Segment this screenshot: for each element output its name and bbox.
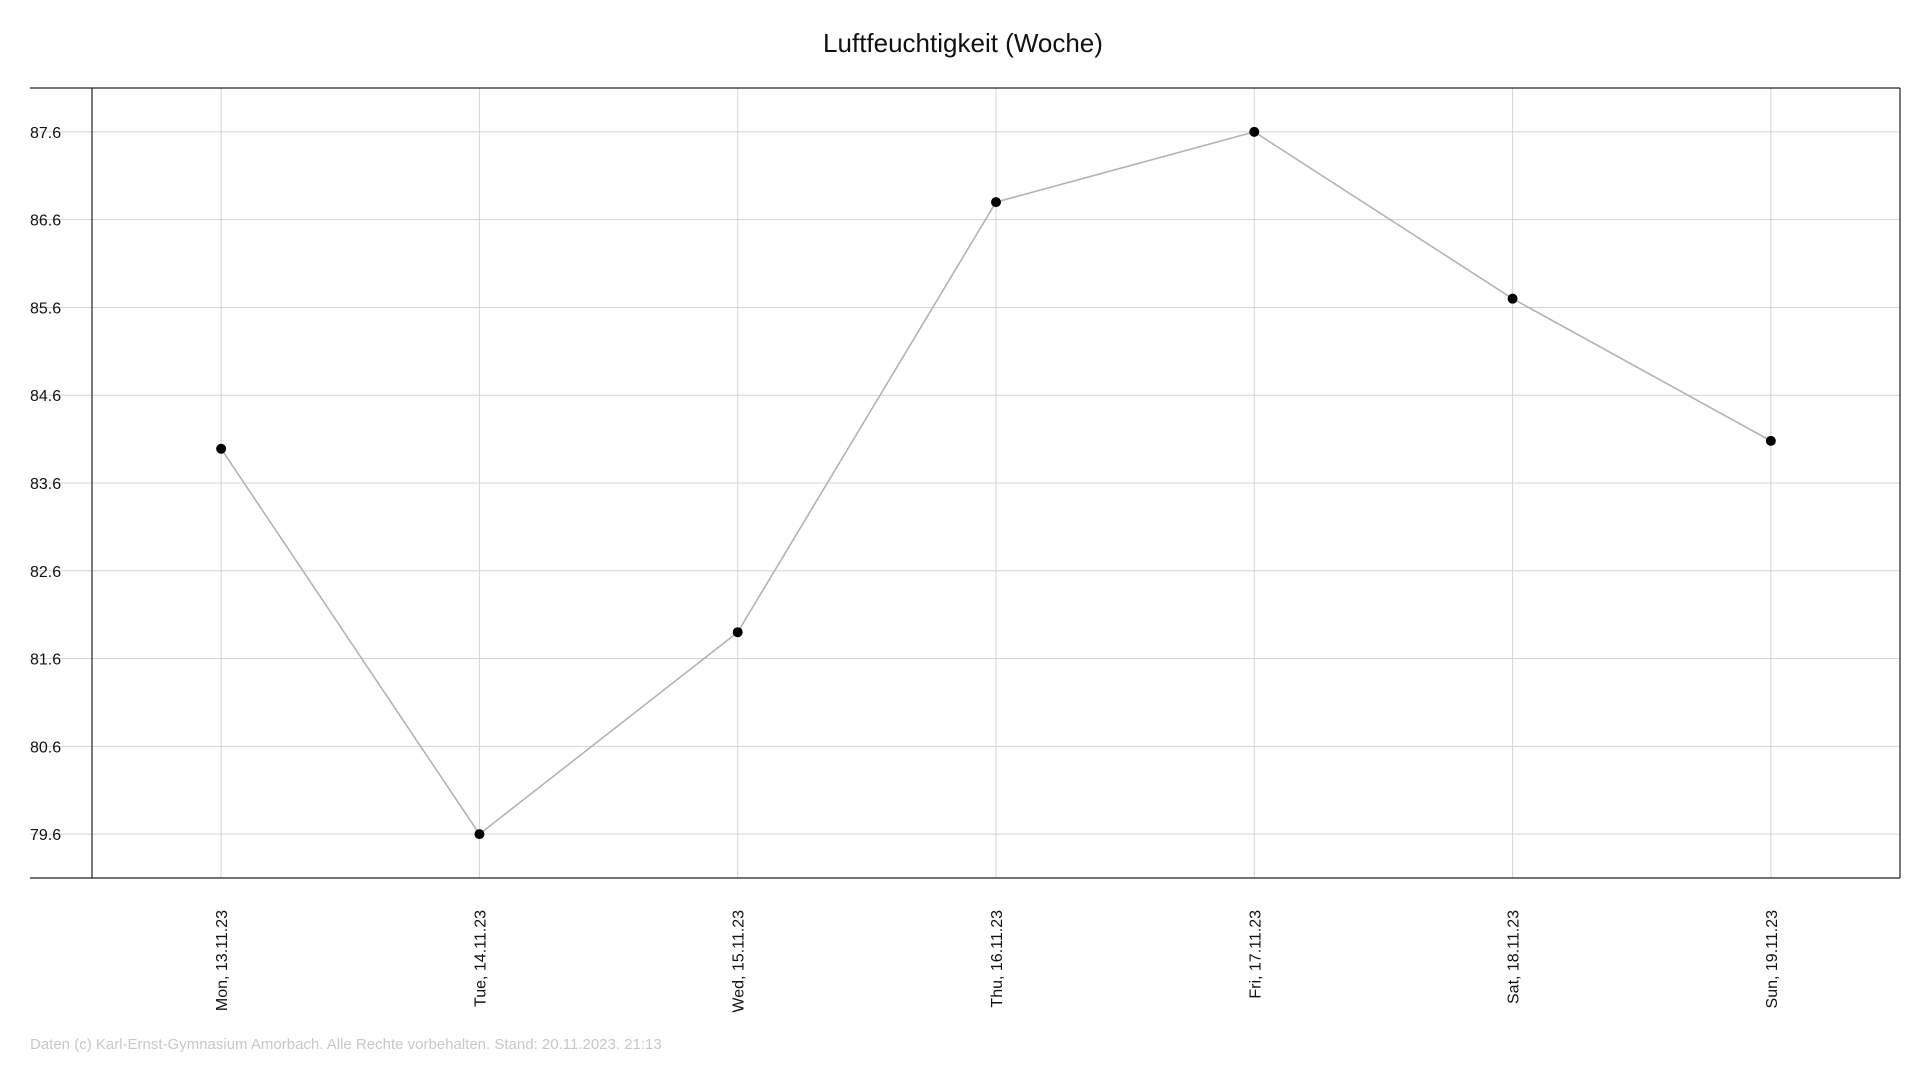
x-tick-label: Thu, 16.11.23 (989, 910, 1006, 1008)
y-tick-label: 79.6 (30, 827, 61, 844)
tick-layer: 79.6 80.6 81.6 82.6 83.6 84.6 85.6 86.6 87.6 Mon,… (30, 125, 1781, 1013)
axis-layer (30, 87, 1901, 879)
x-tick-label: Mon, 13.11.23 (214, 910, 231, 1011)
data-point (474, 829, 485, 840)
y-tick-label: 84.6 (30, 388, 61, 405)
chart-title: Luftfeuchtigkeit (Woche) (823, 28, 1103, 58)
data-point (1249, 126, 1260, 137)
x-tick-label: Sat, 18.11.23 (1506, 910, 1523, 1004)
data-point (216, 443, 227, 454)
y-tick-label: 80.6 (30, 739, 61, 756)
y-tick-label: 81.6 (30, 652, 61, 669)
y-tick-label: 87.6 (30, 125, 61, 142)
y-tick-label: 83.6 (30, 476, 61, 493)
data-point (732, 627, 743, 638)
y-tick-label: 82.6 (30, 564, 61, 581)
x-tick-label: Tue, 14.11.23 (472, 910, 489, 1007)
data-point (1765, 435, 1776, 446)
data-point (1507, 293, 1518, 304)
data-point (991, 197, 1001, 208)
x-tick-label: Wed, 15.11.23 (731, 910, 748, 1013)
series-layer (216, 126, 1776, 840)
x-tick-label: Fri, 17.11.23 (1247, 910, 1264, 999)
copyright-footer: Daten (c) Karl-Ernst-Gymnasium Amorbach.… (30, 1036, 662, 1053)
y-tick-label: 85.6 (30, 300, 61, 317)
grid-layer (30, 88, 1900, 878)
y-tick-label: 86.6 (30, 213, 61, 230)
x-tick-label: Sun, 19.11.23 (1764, 910, 1781, 1009)
